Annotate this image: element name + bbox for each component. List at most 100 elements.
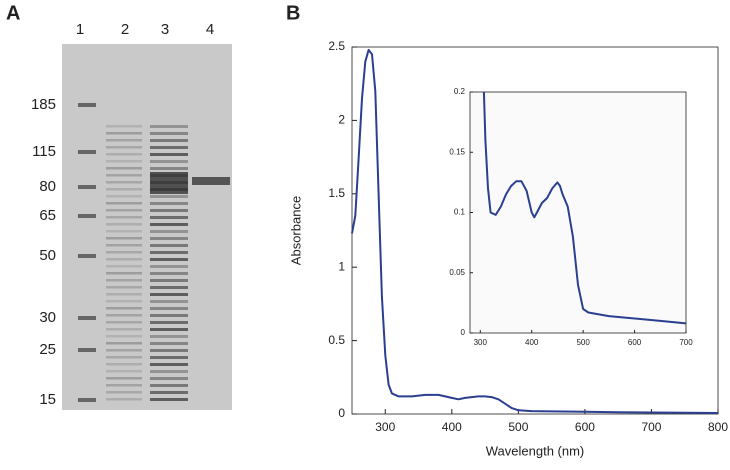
- panel-label: A: [6, 2, 20, 24]
- lane-band: [106, 314, 142, 317]
- lane-band: [106, 146, 142, 149]
- marker-band: [78, 254, 96, 258]
- lane-band: [150, 202, 188, 205]
- lane-band: [106, 195, 142, 198]
- lane-band: [106, 125, 142, 128]
- y-tick-label: 0.5: [328, 333, 345, 347]
- lane-band: [150, 132, 188, 135]
- x-tick-label: 400: [525, 338, 539, 347]
- lane-band: [150, 139, 188, 142]
- marker-band: [78, 398, 96, 402]
- y-tick-label: 0.2: [454, 87, 466, 96]
- lane-band: [106, 377, 142, 380]
- lane-band: [150, 258, 188, 261]
- x-tick-label: 600: [575, 420, 595, 434]
- x-tick-label: 400: [442, 420, 462, 434]
- lane-band: [106, 160, 142, 163]
- marker-band: [78, 103, 96, 107]
- lane-band: [106, 335, 142, 338]
- lane-label: 4: [206, 21, 214, 38]
- lane-band: [106, 209, 142, 212]
- marker-band: [78, 150, 96, 154]
- lane-band: [150, 279, 188, 282]
- y-tick-label: 0: [338, 406, 345, 420]
- y-tick-label: 0.15: [449, 147, 465, 156]
- x-tick-label: 500: [508, 420, 528, 434]
- spectrum-line: [351, 48, 719, 414]
- lane-band: [106, 265, 142, 268]
- lane-band: [106, 188, 142, 191]
- lane-band: [150, 230, 188, 233]
- marker-label: 30: [39, 309, 56, 326]
- lane-band: [106, 258, 142, 261]
- lane-band: [150, 125, 188, 128]
- lane-band: [150, 244, 188, 247]
- y-tick-label: 0.1: [454, 208, 466, 217]
- lane-band: [150, 195, 188, 198]
- lane-band: [106, 272, 142, 275]
- lane-band: [106, 167, 142, 170]
- lane-label: 2: [121, 21, 129, 38]
- lane-band: [106, 202, 142, 205]
- gel-bands: [78, 103, 230, 402]
- x-tick-label: 700: [641, 420, 661, 434]
- x-tick-label: 700: [679, 338, 693, 347]
- lane-band: [106, 370, 142, 373]
- lane-band: [106, 244, 142, 247]
- lane-band: [106, 391, 142, 394]
- lane-band: [106, 300, 142, 303]
- marker-label: 80: [39, 178, 56, 195]
- lane-band: [106, 237, 142, 240]
- lane-band: [150, 286, 188, 289]
- lane-band: [150, 314, 188, 317]
- marker-band: [78, 185, 96, 189]
- lane-band: [150, 272, 188, 275]
- lane-band: [150, 363, 188, 366]
- lane-band: [150, 356, 188, 359]
- x-axis-label: Wavelength (nm): [486, 443, 585, 458]
- lane-label: 1: [76, 21, 84, 38]
- lane-band: [150, 377, 188, 380]
- lane-band: [106, 321, 142, 324]
- lane-band: [150, 293, 188, 296]
- lane-band: [150, 307, 188, 310]
- marker-label: 15: [39, 391, 56, 408]
- lane-band: [106, 139, 142, 142]
- panel-label: B: [286, 2, 300, 24]
- y-tick-label: 1: [338, 259, 345, 273]
- lane-band: [106, 174, 142, 177]
- lane-band: [106, 286, 142, 289]
- gel: [62, 44, 232, 410]
- lane-band: [106, 363, 142, 366]
- lane-band: [106, 223, 142, 226]
- marker-label: 50: [39, 247, 56, 264]
- marker-band: [78, 348, 96, 352]
- lane-band: [150, 342, 188, 345]
- y-axis-label: Absorbance: [288, 196, 303, 265]
- marker-label: 25: [39, 341, 56, 358]
- lane-band: [150, 398, 188, 401]
- y-tick-label: 0.05: [449, 268, 465, 277]
- marker-band: [78, 214, 96, 218]
- marker-label: 65: [39, 207, 56, 224]
- spectrum-line: [482, 91, 687, 325]
- x-tick-label: 800: [708, 420, 728, 434]
- lane-band: [106, 251, 142, 254]
- y-tick-label: 0: [461, 328, 466, 337]
- x-tick-label: 600: [628, 338, 642, 347]
- lane-band: [150, 370, 188, 373]
- x-tick-label: 300: [474, 338, 488, 347]
- y-tick-label: 2.5: [328, 39, 345, 53]
- lane-band: [106, 307, 142, 310]
- lane-band: [192, 177, 230, 185]
- y-tick-label: 1.5: [328, 186, 345, 200]
- lane-band: [150, 153, 188, 156]
- marker-label: 115: [32, 143, 56, 160]
- lane-band: [150, 172, 188, 194]
- lane-band: [150, 328, 188, 331]
- lane-band: [106, 216, 142, 219]
- x-tick-label: 300: [375, 420, 395, 434]
- lane-band: [150, 300, 188, 303]
- lane-band: [150, 321, 188, 324]
- lane-band: [150, 335, 188, 338]
